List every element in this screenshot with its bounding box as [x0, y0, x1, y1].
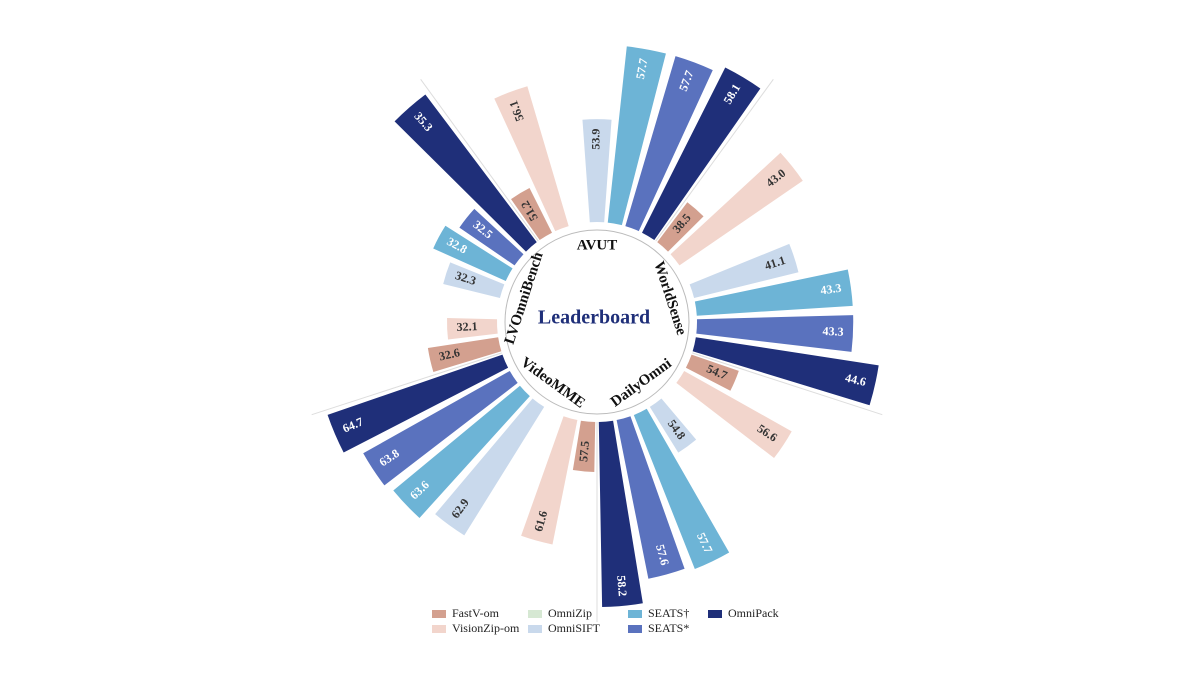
legend-label: SEATS†: [648, 606, 689, 620]
value-label: 61.6: [531, 509, 550, 533]
sector-divider: [420, 79, 539, 242]
bar: [641, 67, 761, 241]
bar: [521, 416, 578, 545]
legend-swatch: [708, 610, 722, 618]
bar: [616, 416, 685, 579]
bar: [511, 188, 553, 241]
value-label: 41.1: [763, 253, 787, 273]
bar: [393, 385, 530, 518]
bar: [494, 86, 569, 232]
value-label: 43.3: [820, 281, 843, 298]
sector-divider: [691, 352, 883, 416]
bar: [459, 208, 524, 266]
bar: [607, 46, 666, 226]
bar: [327, 354, 509, 453]
category-label: AVUT: [577, 237, 618, 253]
value-label: 43.3: [822, 324, 844, 339]
value-label: 56.1: [506, 99, 526, 124]
value-label: 57.6: [653, 543, 672, 567]
value-label: 58.2: [614, 575, 630, 597]
bar: [582, 119, 612, 223]
bar: [657, 202, 704, 252]
legend-swatch: [432, 610, 446, 618]
value-label: 32.6: [438, 345, 462, 363]
bar: [649, 398, 697, 453]
bar: [394, 94, 537, 252]
inner-circle: [504, 229, 690, 415]
sector-divider: [311, 352, 503, 416]
bar: [598, 420, 643, 607]
bar: [633, 408, 730, 570]
bar: [433, 225, 513, 282]
value-label: 32.1: [456, 319, 478, 334]
bar: [692, 337, 879, 406]
legend-label: OmniZip: [548, 606, 592, 620]
bar: [363, 370, 518, 486]
bar: [696, 315, 854, 352]
bar: [443, 262, 505, 299]
legend-label: SEATS*: [648, 621, 689, 635]
chart-title: Leaderboard: [538, 307, 650, 329]
legend-label: OmniPack: [728, 606, 779, 620]
legend-label: FastV-om: [452, 606, 500, 620]
bar: [447, 317, 498, 340]
bar: [694, 269, 853, 316]
bar: [625, 56, 713, 232]
legend-swatch: [628, 610, 642, 618]
bar: [427, 337, 502, 372]
bar: [572, 420, 596, 472]
legend-swatch: [528, 625, 542, 633]
legend-swatch: [628, 625, 642, 633]
bar: [676, 370, 792, 459]
value-label: 53.9: [589, 129, 603, 150]
value-label: 57.7: [676, 68, 696, 93]
bar: [670, 152, 803, 266]
value-label: 44.6: [844, 371, 868, 389]
sector-divider: [655, 79, 774, 242]
bar: [685, 354, 739, 391]
legend-label: OmniSIFT: [548, 621, 601, 635]
value-label: 57.5: [576, 440, 592, 462]
legend-label: VisionZip-om: [452, 621, 520, 635]
value-label: 32.3: [454, 268, 478, 288]
bar: [689, 243, 799, 299]
bar: [435, 398, 545, 536]
legend-swatch: [528, 610, 542, 618]
legend-swatch: [432, 625, 446, 633]
value-label: 57.7: [633, 57, 651, 80]
